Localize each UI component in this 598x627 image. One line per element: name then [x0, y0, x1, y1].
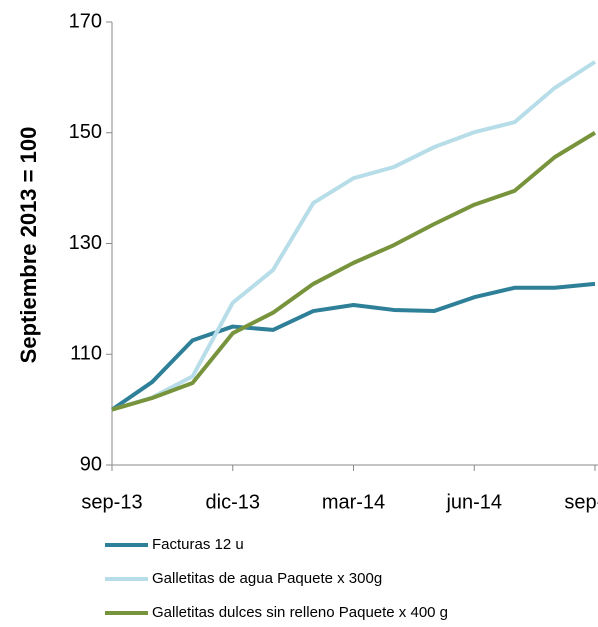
x-tick-label: mar-14: [322, 491, 385, 513]
line-series: [111, 131, 597, 412]
line-series: [110, 281, 596, 412]
x-tick-label: sep-13: [81, 491, 142, 513]
y-tick-label: 150: [69, 121, 102, 143]
legend-label: Galletitas dulces sin relleno Paquete x …: [152, 604, 448, 621]
legend-label: Facturas 12 u: [152, 536, 244, 553]
y-axis-label: Septiembre 2013 = 100: [16, 127, 41, 364]
y-tick-label: 130: [69, 232, 102, 254]
line-series: [111, 60, 597, 412]
y-tick-label: 110: [70, 343, 102, 365]
legend-label: Galletitas de agua Paquete x 300g: [152, 570, 382, 587]
x-tick-label: sep-14: [564, 491, 598, 513]
y-tick-label: 170: [69, 10, 102, 32]
y-tick-label: 90: [80, 453, 102, 475]
x-tick-label: jun-14: [445, 491, 502, 513]
x-tick-label: dic-13: [206, 491, 260, 513]
